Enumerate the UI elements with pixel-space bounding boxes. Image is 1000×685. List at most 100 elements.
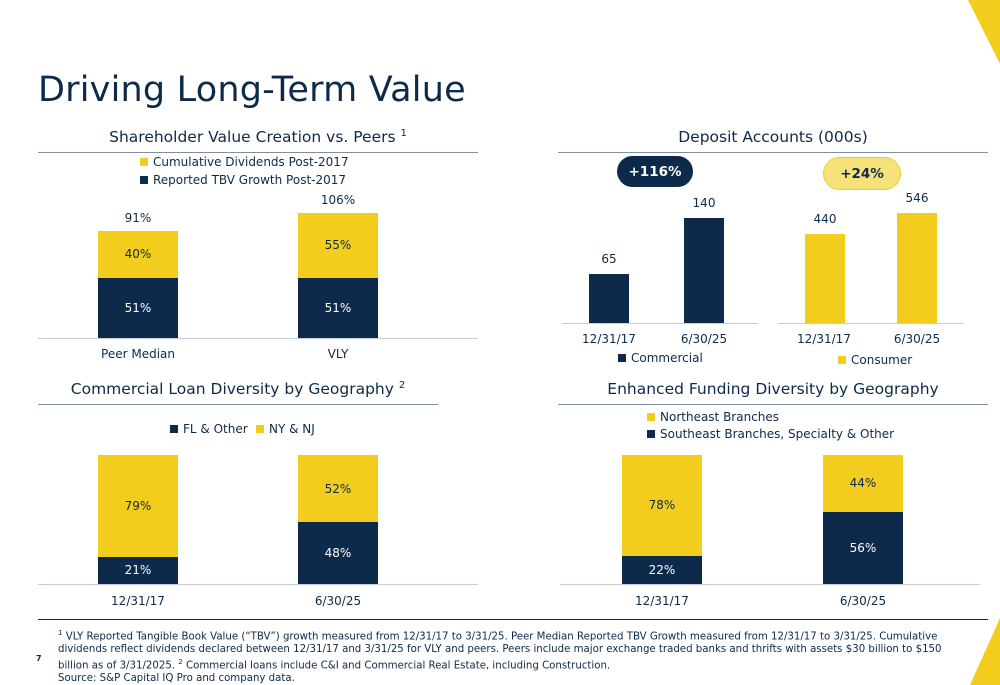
funding-legend-southeast-label: Southeast Branches, Specialty & Other	[660, 427, 895, 441]
funding-legend-northeast-label: Northeast Branches	[660, 410, 780, 424]
shareholder-title-rule	[38, 152, 478, 153]
x-tick-commercial-2025: 6/30/25	[680, 332, 728, 346]
bar-peer-median-tbv-label: 51%	[124, 300, 152, 315]
bar-vly-dividends: 55%	[298, 213, 378, 278]
bar-funding-2017-northeast: 78%	[622, 455, 702, 556]
bar-peer-median-dividends-label: 40%	[124, 247, 152, 262]
bar-peer-median-tbv: 51%	[98, 277, 178, 338]
bar-peer-median-dividends: 40%	[98, 230, 178, 278]
value-label-consumer-2017: 440	[813, 212, 837, 227]
bar-loan-2025-ny-nj: 52%	[298, 455, 378, 523]
bar-loan-2017-ny-nj-label: 79%	[124, 498, 152, 513]
deposit-legend-commercial-label: Commercial	[631, 351, 703, 365]
shareholder-legend-dividends: Cumulative Dividends Post-2017	[140, 155, 349, 169]
footnote-1-text: VLY Reported Tangible Book Value (“TBV”)…	[58, 631, 942, 672]
x-tick-peer-median: Peer Median	[101, 347, 175, 361]
legend-swatch-yellow	[647, 413, 655, 421]
page-number: 7	[36, 654, 42, 663]
loan-legend-fl-other-label: FL & Other	[183, 422, 248, 436]
commercial-growth-badge: +116%	[617, 156, 693, 187]
footnote-2-text: Commercial loans include C&I and Commerc…	[186, 660, 611, 672]
bar-vly-dividends-label: 55%	[324, 238, 352, 253]
bar-peer-median: 51% 40%	[98, 230, 178, 338]
deposit-chart-title-text: Deposit Accounts (000s)	[678, 128, 868, 146]
bar-funding-2025-southeast: 56%	[823, 511, 903, 584]
commercial-x-axis	[562, 323, 758, 324]
footnote-1-mark: 1	[58, 629, 63, 637]
shareholder-legend-dividends-label: Cumulative Dividends Post-2017	[153, 155, 349, 169]
loan-legend-ny-nj-label: NY & NJ	[269, 422, 315, 436]
bar-loan-2025-ny-nj-label: 52%	[324, 481, 352, 496]
bar-loan-2025-fl-other: 48%	[298, 522, 378, 584]
x-tick-funding-2025: 6/30/25	[839, 594, 887, 608]
x-tick-vly: VLY	[327, 347, 349, 361]
page-title: Driving Long-Term Value	[38, 70, 466, 110]
shareholder-chart-footnote-mark: 1	[400, 128, 407, 139]
commercial-loan-chart-footnote-mark: 2	[398, 380, 406, 391]
x-tick-loan-2017: 12/31/17	[111, 594, 165, 608]
bar-commercial-2017	[589, 274, 629, 323]
bar-vly: 51% 55%	[298, 213, 378, 338]
bar-vly-tbv: 51%	[298, 277, 378, 338]
legend-swatch-yellow	[838, 356, 846, 364]
legend-swatch-navy	[647, 430, 655, 438]
commercial-loan-x-axis	[38, 584, 478, 585]
bar-funding-2017-southeast-label: 22%	[648, 562, 676, 577]
x-tick-commercial-2017: 12/31/17	[582, 332, 636, 346]
funding-title-rule	[558, 404, 988, 405]
footnotes: 1 VLY Reported Tangible Book Value (“TBV…	[58, 627, 958, 685]
consumer-growth-badge: +24%	[823, 157, 901, 190]
bar-vly-tbv-label: 51%	[324, 300, 352, 315]
total-label-peer-median: 91%	[124, 210, 152, 225]
x-tick-consumer-2025: 6/30/25	[893, 332, 941, 346]
value-label-consumer-2025: 546	[905, 191, 929, 205]
consumer-x-axis	[778, 323, 964, 324]
bar-funding-2025: 56% 44%	[823, 455, 903, 584]
shareholder-x-axis	[38, 338, 478, 339]
bar-loan-2017: 21% 79%	[98, 455, 178, 584]
funding-chart-title: Enhanced Funding Diversity by Geography	[558, 380, 988, 398]
bar-funding-2025-northeast-label: 44%	[849, 476, 877, 491]
deposit-legend-consumer: Consumer	[838, 353, 912, 367]
commercial-loan-chart-title-text: Commercial Loan Diversity by Geography	[70, 380, 394, 399]
x-tick-funding-2017: 12/31/17	[635, 594, 689, 608]
corner-accent-top-right	[968, 0, 1000, 64]
x-tick-consumer-2017: 12/31/17	[797, 332, 851, 346]
commercial-loan-chart-title: Commercial Loan Diversity by Geography 2	[38, 380, 438, 398]
bar-funding-2017-southeast: 22%	[622, 555, 702, 584]
funding-legend-northeast: Northeast Branches	[647, 410, 779, 424]
funding-legend-southeast: Southeast Branches, Specialty & Other	[647, 427, 894, 441]
shareholder-chart-title: Shareholder Value Creation vs. Peers 1	[38, 128, 478, 146]
shareholder-legend-tbv-label: Reported TBV Growth Post-2017	[153, 173, 347, 187]
bar-loan-2025-fl-other-label: 48%	[324, 546, 352, 561]
value-label-commercial-2025: 140	[692, 196, 716, 210]
legend-swatch-navy	[618, 354, 626, 362]
source-note: Source: S&P Capital IQ Pro and company d…	[58, 673, 295, 684]
funding-x-axis	[560, 584, 980, 585]
deposit-legend-consumer-label: Consumer	[851, 353, 913, 367]
deposit-title-rule	[558, 152, 988, 153]
deposit-chart-title: Deposit Accounts (000s)	[558, 128, 988, 146]
commercial-loan-title-rule	[38, 404, 438, 405]
bar-loan-2017-fl-other-label: 21%	[124, 563, 152, 578]
loan-legend-fl-other: FL & Other	[170, 422, 248, 436]
footnote-2-mark: 2	[178, 658, 183, 667]
bar-loan-2025: 48% 52%	[298, 455, 378, 584]
bar-funding-2017-northeast-label: 78%	[648, 498, 676, 513]
bar-consumer-2025	[897, 213, 937, 323]
legend-swatch-yellow	[256, 425, 264, 433]
legend-swatch-yellow	[140, 158, 148, 166]
bar-funding-2017: 22% 78%	[622, 455, 702, 584]
legend-swatch-navy	[170, 425, 178, 433]
bar-funding-2025-northeast: 44%	[823, 455, 903, 512]
legend-swatch-navy	[140, 176, 148, 184]
funding-chart-title-text: Enhanced Funding Diversity by Geography	[607, 380, 939, 398]
bar-loan-2017-fl-other: 21%	[98, 556, 178, 584]
loan-legend-ny-nj: NY & NJ	[256, 422, 315, 436]
deposit-legend-commercial: Commercial	[618, 351, 703, 365]
x-tick-loan-2025: 6/30/25	[314, 594, 362, 608]
bar-consumer-2017	[805, 234, 845, 323]
bar-commercial-2025	[684, 218, 724, 323]
total-label-vly: 106%	[320, 193, 356, 207]
footer-rule	[38, 619, 988, 620]
